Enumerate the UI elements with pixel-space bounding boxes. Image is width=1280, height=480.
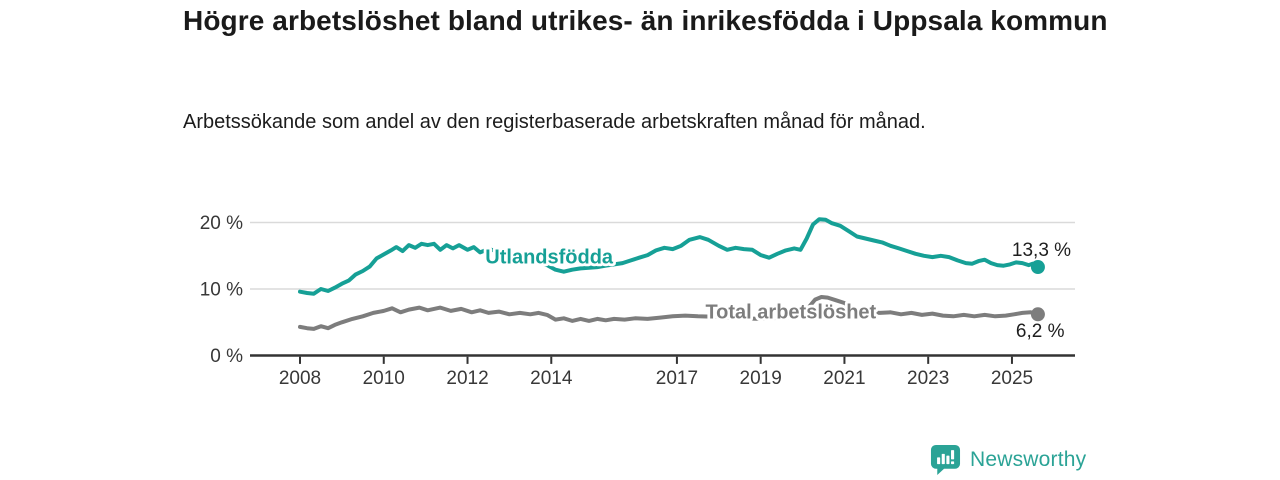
series-utlandsfodda: 13,3 % Utlandsfödda	[298, 217, 1071, 296]
gridlines	[250, 221, 1075, 290]
series-inline-label: Utlandsfödda	[485, 246, 614, 268]
x-axis: 2008 2010 2012 2014 2017 2019 2021 2023 2025	[250, 354, 1075, 389]
series-end-value-label: 6,2 %	[1016, 321, 1065, 342]
y-axis: 0 % 10 % 20 %	[200, 213, 243, 367]
speech-bubble-shape	[930, 444, 961, 476]
y-axis-tick-label: 0 %	[210, 346, 243, 367]
newsworthy-logo-icon	[930, 444, 961, 476]
x-axis-tick-label: 2008	[279, 368, 321, 389]
series-line	[298, 295, 1040, 331]
newsworthy-logo: Newsworthy	[930, 444, 1086, 476]
series-end-dot	[1030, 260, 1045, 275]
series-total-arbetsloshet: 6,2 % Total arbetslöshet	[298, 295, 1065, 342]
x-axis-tick-label: 2019	[740, 368, 782, 389]
bar-chart-glyph	[937, 450, 955, 465]
x-axis-tick-label: 2012	[446, 368, 488, 389]
series-inline-label: Total arbetslöshet	[705, 302, 876, 324]
x-axis-tick-label: 2014	[530, 368, 573, 389]
x-axis-tick-label: 2021	[823, 368, 865, 389]
y-axis-tick-label: 10 %	[200, 280, 243, 301]
y-axis-tick-label: 20 %	[200, 213, 243, 234]
x-axis-tick-label: 2010	[363, 368, 405, 389]
series-end-dot	[1030, 307, 1045, 322]
series-line	[298, 217, 1040, 296]
series-end-value-label: 13,3 %	[1012, 240, 1071, 261]
chart-subtitle: Arbetssökande som andel av den registerb…	[183, 111, 926, 133]
x-axis-tick-label: 2025	[991, 368, 1033, 389]
newsworthy-logo-text: Newsworthy	[970, 448, 1087, 471]
x-axis-tick-label: 2023	[907, 368, 949, 389]
x-axis-tick-label: 2017	[656, 368, 698, 389]
chart-title: Högre arbetslöshet bland utrikes- än inr…	[183, 5, 1108, 36]
